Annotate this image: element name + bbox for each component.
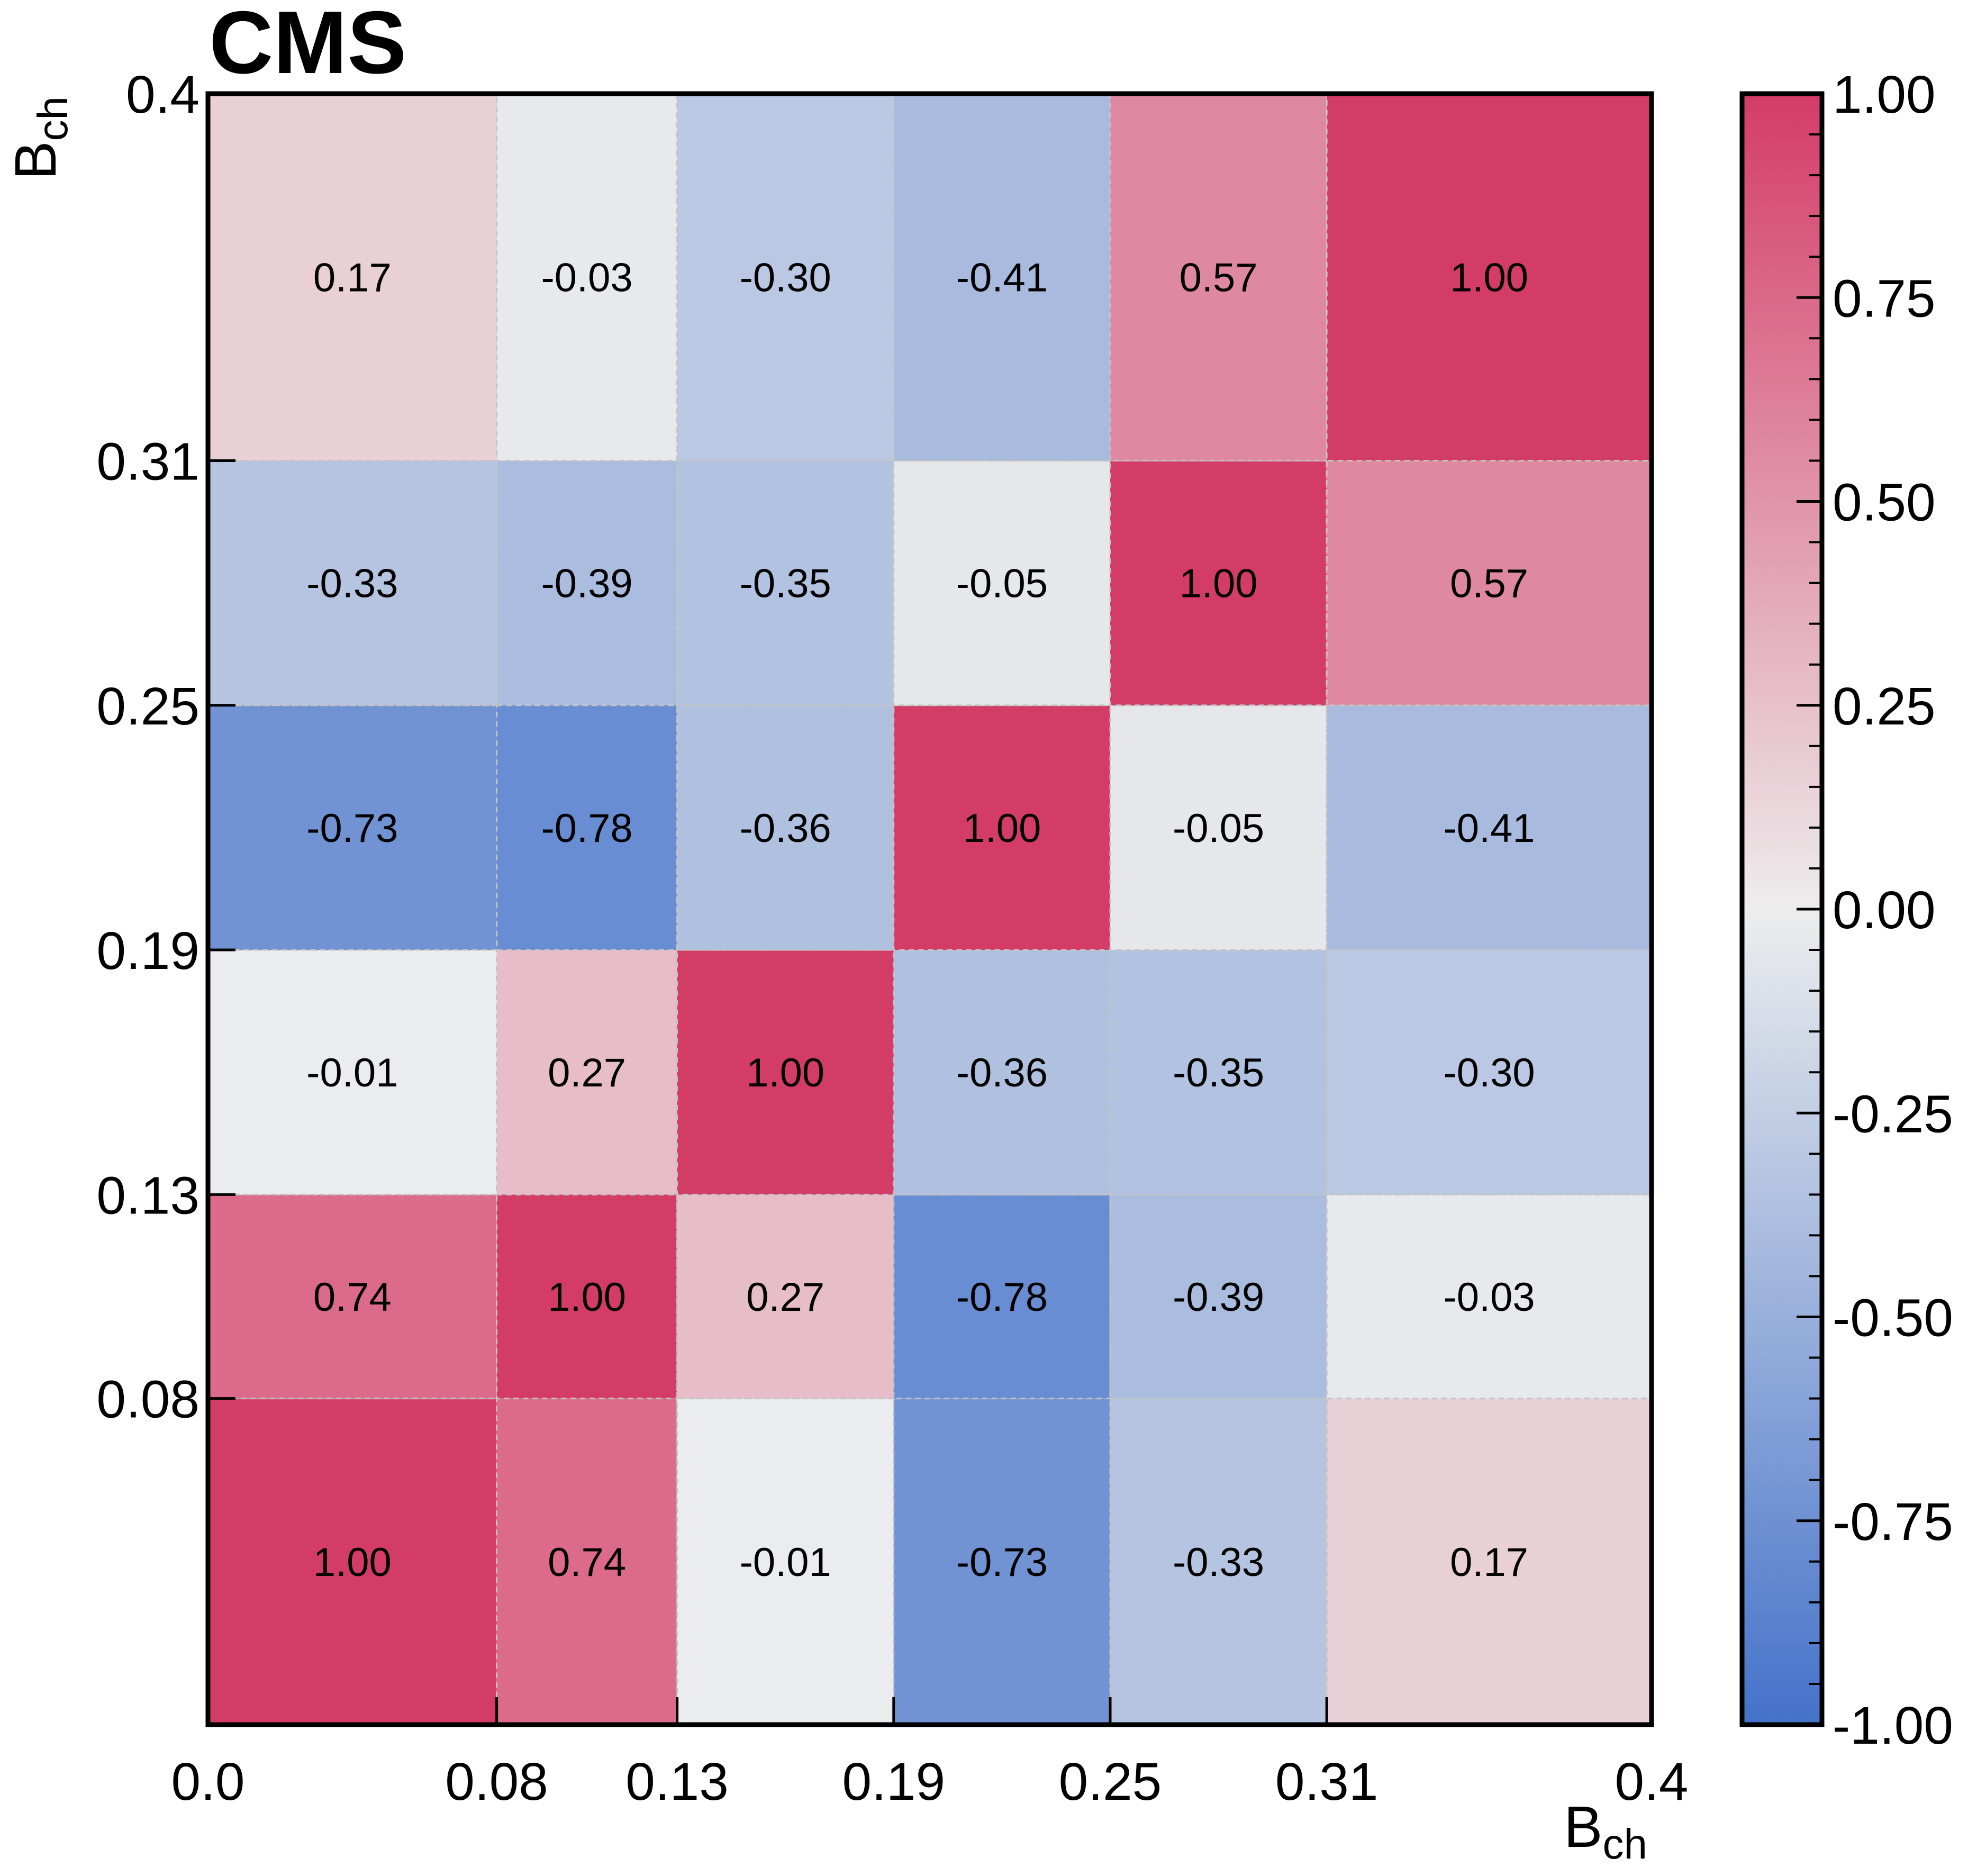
colorbar-tick-label-3: -0.25 <box>1833 1084 1953 1144</box>
cell-value-r3-c1: -0.78 <box>541 806 632 851</box>
cell-value-r2-c5: -0.30 <box>1443 1050 1535 1095</box>
heatmap-cell-r4-c5 <box>1326 459 1653 706</box>
heatmap-cell-r3-c0 <box>207 704 498 951</box>
heatmap-cell-r1-c2 <box>676 1193 895 1400</box>
cell-value-r5-c2: -0.30 <box>740 256 831 301</box>
cell-value-r5-c4: 0.57 <box>1180 256 1258 301</box>
x-tick-label-3: 0.19 <box>842 1752 945 1811</box>
heatmap-cell-r0-c0 <box>207 1398 498 1726</box>
y-tick-label-5: 0.4 <box>126 65 199 124</box>
cell-value-r4-c0: -0.33 <box>306 561 398 606</box>
colorbar-tick-label-6: 0.50 <box>1833 473 1936 532</box>
y-tick-label-4: 0.31 <box>96 432 199 491</box>
cell-value-r1-c4: -0.39 <box>1173 1275 1264 1320</box>
cell-value-r4-c2: -0.35 <box>740 561 831 606</box>
heatmap-cell-r3-c3 <box>893 704 1111 951</box>
cell-value-r1-c3: -0.78 <box>956 1275 1048 1320</box>
y-tick-label-1: 0.13 <box>96 1166 199 1225</box>
cell-value-r5-c5: 1.00 <box>1450 256 1528 301</box>
cell-value-r3-c4: -0.05 <box>1173 806 1264 851</box>
heatmap-cell-r4-c3 <box>893 459 1111 706</box>
colorbar-tick-label-4: 0.00 <box>1833 881 1936 940</box>
cell-value-r0-c4: -0.33 <box>1173 1540 1264 1585</box>
cell-value-r2-c4: -0.35 <box>1173 1050 1264 1095</box>
heatmap-cell-r1-c5 <box>1326 1193 1653 1400</box>
x-axis-label: Bch <box>1564 1795 1647 1868</box>
cell-value-r4-c4: 1.00 <box>1180 561 1258 606</box>
heatmap-cell-labels: 1.00 0.74 -0.01 -0.73 -0.33 0.17 0.74 1.00 0.27 -… <box>306 256 1535 1585</box>
colorbar-tick-label-2: -0.50 <box>1833 1289 1953 1348</box>
cell-value-r2-c3: -0.36 <box>956 1050 1048 1095</box>
cell-value-r0-c1: 0.74 <box>548 1540 626 1585</box>
y-tick-label-2: 0.19 <box>96 921 199 981</box>
cms-label: CMS <box>209 0 406 92</box>
heatmap-cell-r5-c2 <box>676 93 895 461</box>
x-axis-label-sub: ch <box>1603 1820 1648 1868</box>
heatmap-cell-r5-c0 <box>207 93 498 461</box>
heatmap-cell-r0-c3 <box>893 1398 1111 1726</box>
y-axis-ticks: 0.08 0.13 0.19 0.25 0.31 0.4 <box>96 65 235 1429</box>
heatmap-cell-r2-c2 <box>676 949 895 1195</box>
cell-value-r0-c0: 1.00 <box>313 1540 392 1585</box>
cell-value-r2-c1: 0.27 <box>548 1050 626 1095</box>
heatmap-cell-r3-c1 <box>496 704 678 951</box>
cell-value-r0-c2: -0.01 <box>740 1540 831 1585</box>
cell-value-r2-c0: -0.01 <box>306 1050 398 1095</box>
cell-value-r3-c3: 1.00 <box>963 806 1041 851</box>
heatmap-cell-r0-c1 <box>496 1398 678 1726</box>
heatmap-cells <box>207 93 1653 1726</box>
heatmap-cell-r2-c3 <box>893 949 1111 1195</box>
x-tick-label-2: 0.13 <box>625 1752 729 1811</box>
heatmap-cell-r2-c5 <box>1326 949 1653 1195</box>
heatmap-cell-r5-c3 <box>893 93 1111 461</box>
cell-value-r5-c3: -0.41 <box>956 256 1048 301</box>
cell-value-r3-c5: -0.41 <box>1443 806 1535 851</box>
x-tick-label-4: 0.25 <box>1059 1752 1162 1811</box>
y-tick-label-3: 0.25 <box>96 677 199 736</box>
x-axis-ticks: 0.0 0.08 0.13 0.19 0.25 0.31 0.4 <box>171 1697 1689 1811</box>
cell-value-r4-c5: 0.57 <box>1450 561 1528 606</box>
heatmap-cell-r3-c4 <box>1109 704 1328 951</box>
y-axis-label-main: B <box>3 141 68 180</box>
x-axis-label-main: B <box>1564 1795 1602 1860</box>
cell-value-r3-c0: -0.73 <box>306 806 398 851</box>
heatmap-cell-r2-c1 <box>496 949 678 1195</box>
colorbar-tick-label-0: -1.00 <box>1833 1696 1953 1755</box>
heatmap-cell-r1-c3 <box>893 1193 1111 1400</box>
colorbar-tick-label-5: 0.25 <box>1833 677 1936 736</box>
heatmap-cell-r4-c4 <box>1109 459 1328 706</box>
heatmap-cell-r4-c1 <box>496 459 678 706</box>
cell-value-r5-c0: 0.17 <box>313 256 392 301</box>
heatmap-cell-r5-c1 <box>496 93 678 461</box>
heatmap-cell-r1-c0 <box>207 1193 498 1400</box>
cell-value-r1-c0: 0.74 <box>313 1275 392 1320</box>
colorbar-tick-label-1: -0.75 <box>1833 1492 1953 1552</box>
cell-value-r4-c1: -0.39 <box>541 561 632 606</box>
cell-value-r1-c5: -0.03 <box>1443 1275 1535 1320</box>
colorbar-tick-label-7: 0.75 <box>1833 269 1936 328</box>
heatmap-cell-r4-c0 <box>207 459 498 706</box>
cell-value-r0-c5: 0.17 <box>1450 1540 1528 1585</box>
x-tick-label-6: 0.4 <box>1615 1752 1688 1811</box>
cell-value-r3-c2: -0.36 <box>740 806 831 851</box>
y-axis-label: Bch <box>3 96 76 180</box>
x-tick-label-5: 0.31 <box>1275 1752 1379 1811</box>
cell-value-r4-c3: -0.05 <box>956 561 1048 606</box>
cell-value-r0-c3: -0.73 <box>956 1540 1048 1585</box>
cell-value-r2-c2: 1.00 <box>746 1050 824 1095</box>
colorbar-ticks: -1.00 -0.75 -0.50 -0.25 0.00 0.25 0.50 0.75 1.00 <box>1797 65 1953 1755</box>
cell-value-r5-c1: -0.03 <box>541 256 632 301</box>
y-tick-label-0: 0.08 <box>96 1370 199 1429</box>
y-axis-label-sub: ch <box>29 96 76 141</box>
cell-value-r1-c2: 0.27 <box>746 1275 824 1320</box>
x-tick-label-1: 0.08 <box>445 1752 548 1811</box>
cell-value-r1-c1: 1.00 <box>548 1275 626 1320</box>
heatmap-cell-r3-c2 <box>676 704 895 951</box>
colorbar-tick-label-8: 1.00 <box>1833 65 1936 124</box>
x-tick-label-0: 0.0 <box>171 1752 244 1811</box>
heatmap-cell-r5-c4 <box>1109 93 1328 461</box>
plot-frame <box>205 91 1654 1727</box>
heatmap-cell-r2-c0 <box>207 949 498 1195</box>
